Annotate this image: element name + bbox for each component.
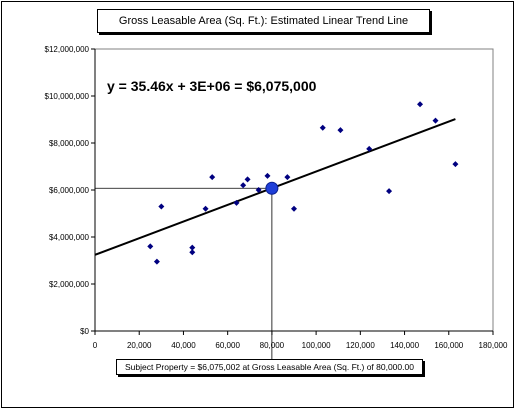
data-point (147, 243, 154, 250)
x-tick-label: 180,000 (479, 341, 508, 350)
x-tick-label: 160,000 (434, 341, 463, 350)
y-tick-label: $4,000,000 (49, 233, 90, 242)
x-tick-label: 100,000 (302, 341, 331, 350)
data-point (264, 172, 271, 179)
data-point (209, 174, 216, 181)
data-point (189, 249, 196, 256)
data-point (189, 244, 196, 251)
subject-property-point (265, 181, 279, 195)
data-point (452, 161, 459, 168)
x-tick-label: 40,000 (171, 341, 196, 350)
x-tick-label: 60,000 (215, 341, 240, 350)
data-point (240, 182, 247, 189)
data-point (417, 101, 424, 108)
y-tick-label: $12,000,000 (45, 45, 90, 54)
y-tick-label: $8,000,000 (49, 139, 90, 148)
data-point (291, 205, 297, 212)
y-tick-label: $6,000,000 (49, 186, 90, 195)
trend-equation: y = 35.46x + 3E+06 = $6,075,000 (107, 78, 317, 94)
chart-title: Gross Leasable Area (Sq. Ft.): Estimated… (97, 9, 430, 33)
x-tick-label: 120,000 (346, 341, 375, 350)
x-tick-label: 0 (93, 341, 98, 350)
y-tick-label: $0 (80, 327, 89, 336)
data-point (337, 127, 344, 134)
data-point (158, 203, 165, 210)
data-point (432, 117, 439, 124)
data-point (244, 176, 251, 183)
x-tick-label: 140,000 (390, 341, 419, 350)
data-point (386, 188, 393, 195)
data-point (153, 258, 160, 265)
data-point (202, 205, 209, 212)
y-tick-label: $10,000,000 (45, 92, 90, 101)
subject-property-label: Subject Property = $6,075,002 at Gross L… (116, 359, 423, 375)
data-point (366, 145, 373, 152)
data-point (255, 187, 262, 193)
data-point (284, 174, 291, 181)
x-tick-label: 20,000 (127, 341, 152, 350)
data-point (319, 124, 326, 131)
data-point (233, 199, 240, 206)
y-tick-label: $2,000,000 (49, 280, 90, 289)
